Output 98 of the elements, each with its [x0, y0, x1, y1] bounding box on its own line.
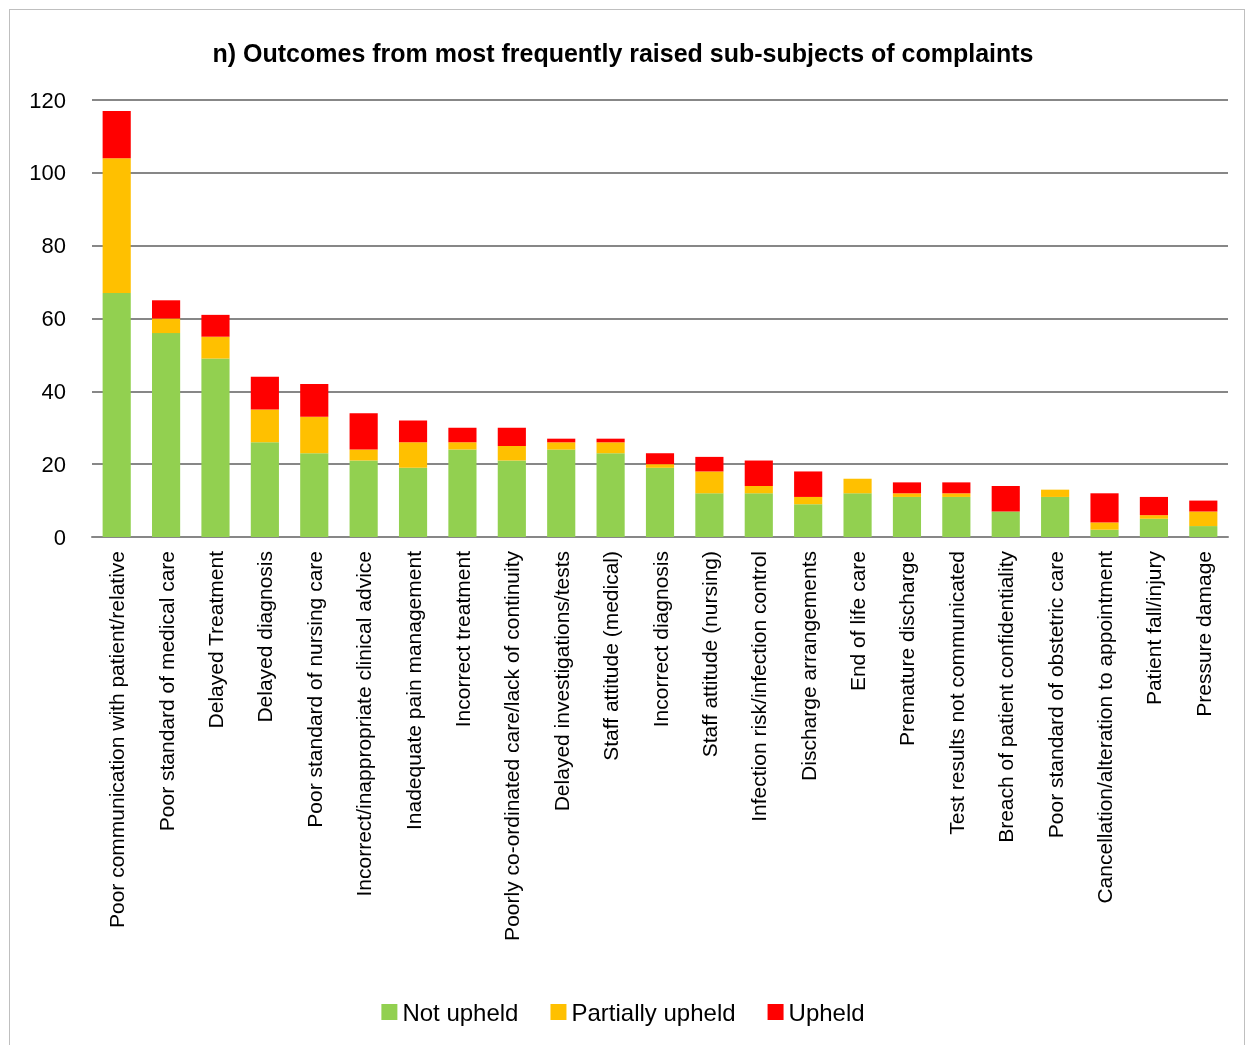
- legend-label: Partially upheld: [571, 998, 736, 1026]
- bar: [1189, 526, 1218, 537]
- bar: [695, 456, 724, 472]
- bar: [1189, 511, 1218, 527]
- bar: [250, 376, 279, 410]
- x-tick-label: Incorrect treatment: [450, 550, 474, 728]
- bar: [448, 442, 477, 450]
- bar: [794, 471, 823, 497]
- bar: [794, 504, 823, 537]
- x-tick-label: Staff attitude (nursing): [697, 551, 721, 758]
- x-tick-label: Staff attitude (medical): [599, 551, 623, 761]
- x-tick-label: Discharge arrangements: [796, 551, 820, 781]
- bar: [349, 413, 378, 450]
- bar: [1139, 515, 1168, 519]
- bar: [398, 420, 428, 443]
- bar: [250, 442, 279, 537]
- x-tick-label: Poorly co-ordinated care/lack of continuity: [500, 550, 524, 941]
- y-tick-label: 80: [41, 233, 66, 259]
- bar: [942, 493, 971, 497]
- bar: [991, 511, 1020, 537]
- x-tick-label: Delayed diagnosis: [253, 551, 277, 723]
- bar: [547, 449, 576, 537]
- bar: [942, 496, 971, 537]
- bar: [300, 384, 329, 417]
- x-tick-label: Inadequate pain management: [401, 550, 425, 831]
- bar: [744, 493, 773, 537]
- bar: [102, 158, 131, 294]
- bar: [695, 493, 724, 537]
- bar: [1139, 496, 1168, 516]
- bar: [695, 471, 724, 494]
- bar: [497, 460, 526, 537]
- bar: [201, 314, 230, 337]
- bar: [645, 453, 675, 465]
- bar: [152, 318, 181, 334]
- bar: [843, 478, 872, 494]
- x-tick-label: Premature discharge: [895, 551, 919, 746]
- bar: [942, 482, 971, 494]
- y-tick-label: 20: [41, 451, 66, 477]
- x-tick-label: Breach of patient confidentiality: [994, 550, 1018, 843]
- bar: [300, 416, 329, 454]
- bar: [398, 442, 428, 468]
- y-tick-label: 60: [41, 306, 66, 331]
- bar: [794, 496, 823, 505]
- legend-label: Not upheld: [402, 998, 519, 1026]
- bar: [547, 442, 576, 450]
- bar: [892, 493, 922, 497]
- legend-label: Upheld: [788, 998, 865, 1026]
- bar: [152, 333, 181, 537]
- bar: [843, 493, 872, 537]
- bar: [1090, 522, 1119, 530]
- x-tick-label: End of life care: [846, 551, 870, 692]
- bar: [448, 449, 477, 537]
- bar: [596, 453, 625, 537]
- bar: [250, 409, 279, 443]
- bar: [1041, 496, 1070, 537]
- bar: [1189, 500, 1218, 512]
- bar: [1041, 489, 1070, 497]
- x-tick-label: Cancellation/alteration to appointment: [1093, 550, 1117, 904]
- x-tick-label: Poor standard of medical care: [154, 551, 178, 832]
- x-tick-label: Test results not communicated: [944, 551, 968, 835]
- bar: [892, 496, 922, 537]
- x-tick-label: Patient fall/injury: [1142, 550, 1166, 706]
- bar: [201, 336, 230, 359]
- x-tick-label: Poor standard of nursing care: [302, 551, 326, 828]
- x-tick-label: Pressure damage: [1191, 551, 1215, 717]
- bar: [744, 460, 773, 487]
- bar: [349, 460, 378, 537]
- bar: [300, 453, 329, 537]
- bar: [1139, 518, 1168, 537]
- bar: [497, 445, 526, 461]
- x-tick-label: Delayed investigations/tests: [549, 551, 573, 812]
- bar: [448, 427, 477, 443]
- x-tick-label: Infection risk/infection control: [747, 551, 771, 822]
- chart-title: n) Outcomes from most frequently raised sub-subjects of complaints: [212, 38, 1034, 67]
- y-tick-label: 100: [29, 160, 66, 186]
- bar: [645, 467, 675, 537]
- bar: [892, 482, 922, 494]
- bar: [497, 427, 526, 446]
- bar: [1090, 529, 1119, 537]
- y-tick-label: 0: [53, 524, 66, 550]
- x-tick-label: Delayed Treatment: [203, 550, 227, 729]
- y-tick-label: 40: [41, 378, 66, 404]
- y-tick-label: 120: [29, 87, 66, 113]
- bar: [102, 293, 131, 537]
- bar: [1090, 493, 1119, 523]
- bar: [596, 442, 625, 454]
- bar: [991, 486, 1020, 512]
- x-tick-label: Poor communication with patient/relative: [105, 551, 129, 929]
- bar: [645, 464, 675, 468]
- bar: [201, 358, 230, 537]
- bar: [152, 300, 181, 319]
- bar: [102, 110, 131, 159]
- x-tick-label: Incorrect/inappropriate clinical advice: [352, 551, 376, 897]
- x-tick-label: Poor standard of obstetric care: [1043, 551, 1067, 839]
- bar: [744, 486, 773, 494]
- x-tick-label: Incorrect diagnosis: [648, 551, 672, 728]
- bar: [349, 449, 378, 461]
- bar: [398, 467, 428, 537]
